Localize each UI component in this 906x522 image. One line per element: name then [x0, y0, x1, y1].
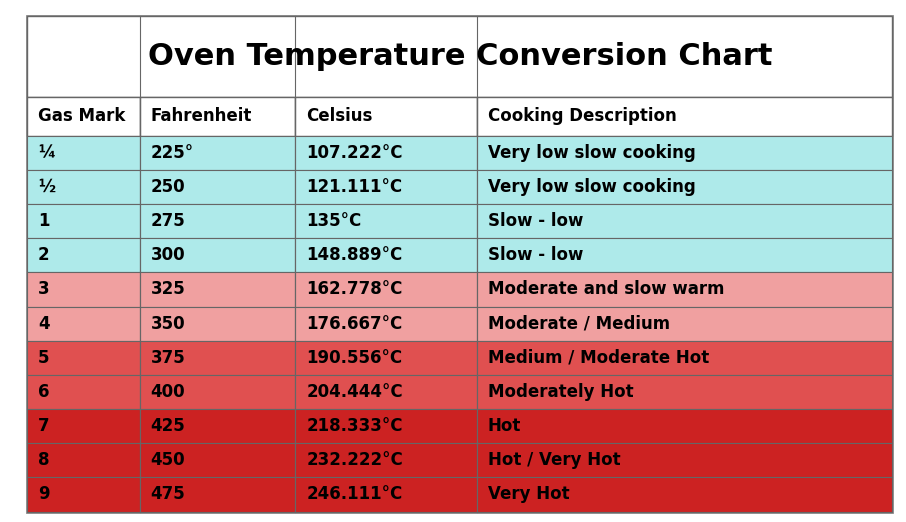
Bar	[140, 170, 295, 204]
Bar	[27, 238, 140, 272]
Bar	[27, 478, 140, 512]
Text: Moderately Hot: Moderately Hot	[488, 383, 633, 401]
Text: 9: 9	[38, 485, 50, 504]
Bar	[140, 238, 295, 272]
Bar	[140, 341, 295, 375]
Bar	[295, 136, 477, 170]
Text: 225°: 225°	[150, 144, 194, 162]
Bar	[295, 478, 477, 512]
Bar	[295, 375, 477, 409]
Text: 425: 425	[150, 417, 186, 435]
Text: 7: 7	[38, 417, 50, 435]
Text: 2: 2	[38, 246, 50, 264]
Bar	[140, 204, 295, 238]
Bar	[27, 136, 140, 170]
Bar	[295, 306, 477, 341]
Text: 218.333°C: 218.333°C	[306, 417, 403, 435]
Bar	[477, 341, 892, 375]
Text: 190.556°C: 190.556°C	[306, 349, 402, 367]
Text: 4: 4	[38, 315, 50, 333]
Bar	[295, 97, 477, 136]
Bar	[27, 272, 140, 306]
Text: ¼: ¼	[38, 144, 55, 162]
Bar	[27, 341, 140, 375]
Bar	[295, 170, 477, 204]
Text: 300: 300	[150, 246, 185, 264]
Bar	[477, 204, 892, 238]
Text: 232.222°C: 232.222°C	[306, 452, 403, 469]
Text: 250: 250	[150, 178, 185, 196]
Bar	[27, 375, 140, 409]
Text: Celsius: Celsius	[306, 107, 372, 125]
Text: Medium / Moderate Hot: Medium / Moderate Hot	[488, 349, 709, 367]
Bar	[140, 97, 295, 136]
Text: 375: 375	[150, 349, 186, 367]
Bar	[140, 409, 295, 443]
Text: 135°C: 135°C	[306, 212, 361, 230]
Bar	[27, 204, 140, 238]
Bar	[27, 16, 892, 97]
Bar	[140, 136, 295, 170]
Bar	[140, 306, 295, 341]
Text: 8: 8	[38, 452, 50, 469]
Bar	[295, 204, 477, 238]
Text: 475: 475	[150, 485, 186, 504]
Bar	[477, 443, 892, 478]
Text: Moderate / Medium: Moderate / Medium	[488, 315, 670, 333]
Bar	[140, 375, 295, 409]
Bar	[477, 306, 892, 341]
Bar	[27, 306, 140, 341]
Text: Very low slow cooking: Very low slow cooking	[488, 144, 696, 162]
Text: Moderate and slow warm: Moderate and slow warm	[488, 280, 725, 299]
Text: 6: 6	[38, 383, 50, 401]
Text: 148.889°C: 148.889°C	[306, 246, 402, 264]
Bar	[477, 272, 892, 306]
Text: Fahrenheit: Fahrenheit	[150, 107, 252, 125]
Bar	[27, 409, 140, 443]
Bar	[295, 238, 477, 272]
Bar	[295, 272, 477, 306]
Text: 204.444°C: 204.444°C	[306, 383, 403, 401]
Text: Hot: Hot	[488, 417, 521, 435]
Bar	[477, 409, 892, 443]
Bar	[295, 341, 477, 375]
Bar	[27, 170, 140, 204]
Bar	[477, 238, 892, 272]
Text: 275: 275	[150, 212, 186, 230]
Text: Gas Mark: Gas Mark	[38, 107, 125, 125]
Bar	[477, 136, 892, 170]
Bar	[477, 170, 892, 204]
Text: 3: 3	[38, 280, 50, 299]
Text: Slow - low: Slow - low	[488, 212, 583, 230]
Bar	[27, 443, 140, 478]
Bar	[477, 478, 892, 512]
Bar	[27, 97, 140, 136]
Text: 450: 450	[150, 452, 185, 469]
Text: Hot / Very Hot: Hot / Very Hot	[488, 452, 621, 469]
Text: 176.667°C: 176.667°C	[306, 315, 402, 333]
Text: 350: 350	[150, 315, 185, 333]
Text: Cooking Description: Cooking Description	[488, 107, 677, 125]
Text: Very Hot: Very Hot	[488, 485, 570, 504]
Text: 1: 1	[38, 212, 50, 230]
Text: 325: 325	[150, 280, 186, 299]
Bar	[295, 409, 477, 443]
Bar	[295, 443, 477, 478]
Text: Slow - low: Slow - low	[488, 246, 583, 264]
Text: 400: 400	[150, 383, 185, 401]
Text: 246.111°C: 246.111°C	[306, 485, 402, 504]
Text: Very low slow cooking: Very low slow cooking	[488, 178, 696, 196]
Bar	[140, 272, 295, 306]
Bar	[477, 97, 892, 136]
Text: 5: 5	[38, 349, 50, 367]
Text: 107.222°C: 107.222°C	[306, 144, 403, 162]
Text: 121.111°C: 121.111°C	[306, 178, 402, 196]
Text: ½: ½	[38, 178, 55, 196]
Bar	[140, 478, 295, 512]
Bar	[140, 443, 295, 478]
Text: Oven Temperature Conversion Chart: Oven Temperature Conversion Chart	[148, 42, 772, 70]
Bar	[477, 375, 892, 409]
Text: 162.778°C: 162.778°C	[306, 280, 402, 299]
